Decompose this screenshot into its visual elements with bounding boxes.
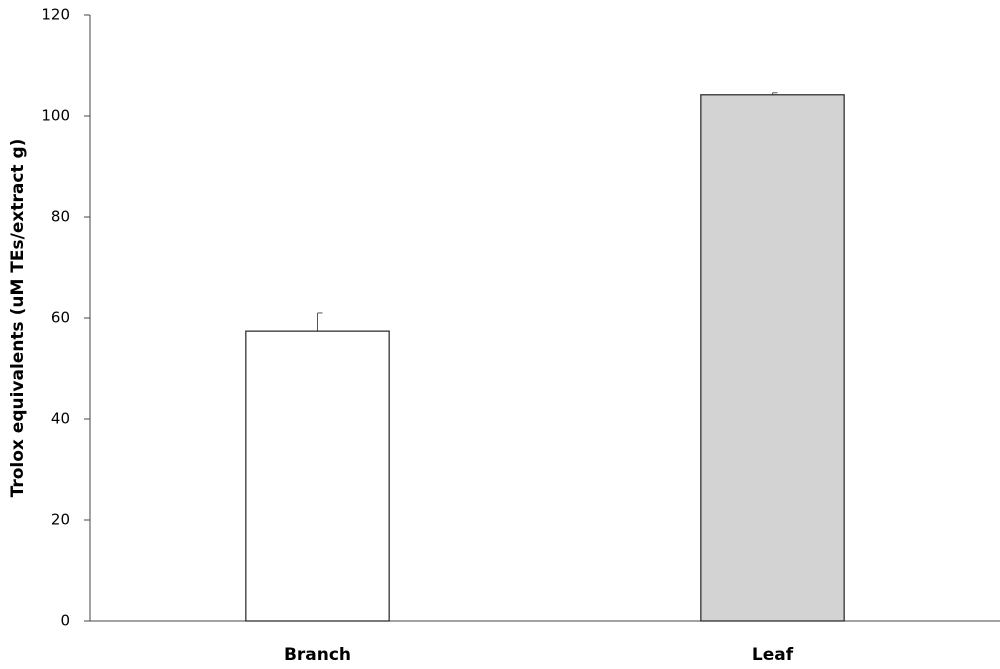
y-tick-label: 40: [51, 410, 70, 428]
x-tick-label: Branch: [284, 645, 351, 665]
y-tick-label: 80: [51, 208, 70, 226]
bar: [245, 330, 390, 622]
y-tick-label: 20: [51, 511, 70, 529]
y-tick-label: 100: [41, 107, 70, 125]
x-tick-label: Leaf: [752, 645, 794, 665]
y-tick-label: 60: [51, 309, 70, 327]
y-tick-label: 0: [60, 612, 70, 630]
y-tick-label: 120: [41, 6, 70, 24]
y-axis-label: Trolox equivalents (uM TEs/extract g): [8, 139, 28, 498]
bar: [700, 94, 845, 622]
